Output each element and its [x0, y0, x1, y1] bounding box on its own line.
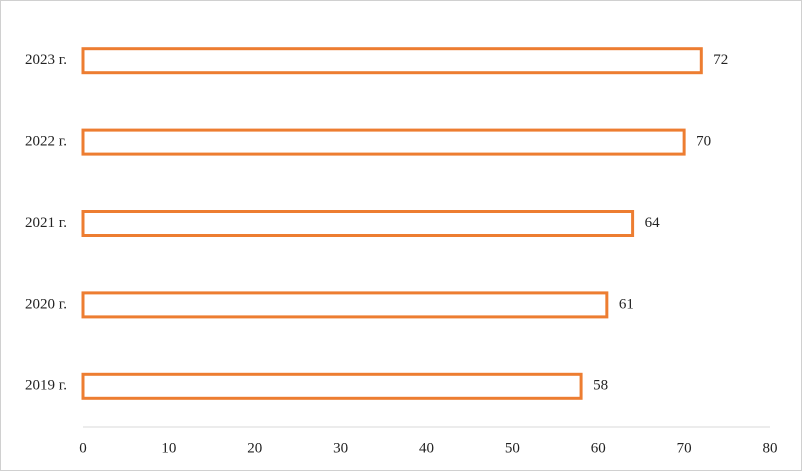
y-tick-label: 2022 г. [25, 134, 67, 150]
data-label: 64 [645, 215, 661, 231]
data-label: 58 [593, 378, 608, 394]
bar [81, 47, 703, 75]
bar [81, 210, 635, 237]
x-tick-label: 80 [763, 440, 778, 456]
x-tick-label: 50 [505, 440, 520, 456]
y-tick-label: 2020 г. [25, 296, 67, 312]
x-tick-label: 20 [247, 440, 262, 456]
x-tick-label: 60 [591, 440, 606, 456]
x-tick-label: 70 [677, 440, 692, 456]
bar [81, 291, 609, 319]
data-label: 72 [713, 52, 728, 68]
x-tick-label: 40 [419, 440, 434, 456]
data-label: 61 [619, 296, 634, 312]
x-tick-label: 0 [79, 440, 87, 456]
x-tick-label: 30 [333, 440, 348, 456]
y-tick-label: 2023 г. [25, 52, 67, 68]
x-tick-label: 10 [161, 440, 176, 456]
y-tick-label: 2019 г. [25, 378, 67, 394]
y-tick-label: 2021 г. [25, 215, 67, 231]
bar [81, 372, 583, 400]
bar [81, 128, 686, 156]
data-label: 70 [696, 134, 711, 150]
